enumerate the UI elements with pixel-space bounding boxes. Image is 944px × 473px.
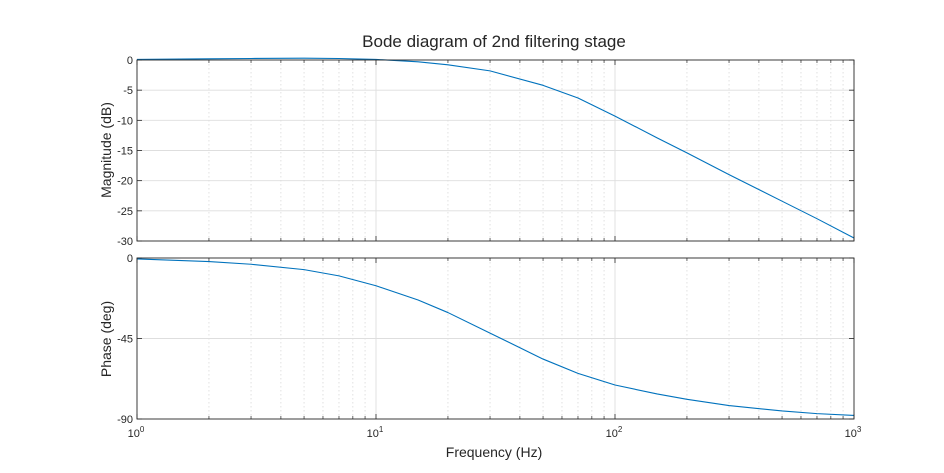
x-tick-label: 100 xyxy=(128,425,145,440)
phase-series-line xyxy=(136,258,855,416)
chart-title: Bode diagram of 2nd filtering stage xyxy=(362,32,626,51)
x-tick-label: 101 xyxy=(367,425,384,440)
y-tick-label: 0 xyxy=(127,55,133,67)
y-tick-label: -25 xyxy=(117,206,133,218)
x-axis-label: Frequency (Hz) xyxy=(446,444,542,460)
y-tick-label: -10 xyxy=(117,115,133,127)
y-tick-label: 0 xyxy=(127,253,133,265)
y-tick-label: -15 xyxy=(117,146,133,158)
y-tick-label: -5 xyxy=(123,85,133,97)
magnitude-series-line xyxy=(136,57,855,239)
y-tick-label: -45 xyxy=(117,334,133,346)
magnitude-y-axis-label: Magnitude (dB) xyxy=(98,102,114,198)
y-tick-label: -90 xyxy=(117,414,133,426)
y-tick-label: -30 xyxy=(117,236,133,248)
y-tick-label: -20 xyxy=(117,176,133,188)
x-tick-label: 103 xyxy=(845,425,862,440)
magnitude-axes: 0 -5 -10 -15 -20 -25 -30 xyxy=(117,55,855,248)
x-tick-label: 102 xyxy=(606,425,623,440)
phase-y-axis-label: Phase (deg) xyxy=(98,301,114,377)
